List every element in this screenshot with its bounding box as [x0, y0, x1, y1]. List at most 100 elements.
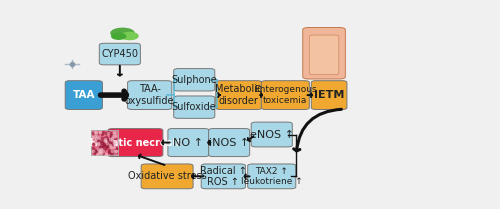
Point	[106, 131, 114, 135]
Point	[100, 142, 108, 145]
Point	[99, 149, 107, 153]
Point	[112, 146, 120, 150]
Point	[106, 143, 114, 147]
Point	[105, 149, 113, 152]
Point	[102, 146, 110, 150]
Point	[104, 138, 112, 141]
Point	[102, 131, 110, 134]
Point	[104, 144, 112, 148]
Point	[105, 150, 113, 154]
Point	[108, 144, 116, 147]
Point	[88, 131, 96, 135]
Point	[110, 130, 118, 134]
Point	[110, 136, 118, 140]
Text: Sulfoxide: Sulfoxide	[172, 102, 216, 112]
Point	[96, 143, 104, 146]
Point	[108, 141, 116, 144]
Point	[90, 150, 98, 153]
Point	[102, 152, 110, 155]
Point	[98, 132, 106, 135]
Point	[108, 139, 116, 142]
Point	[100, 148, 108, 152]
Point	[96, 145, 104, 149]
Point	[89, 142, 97, 146]
Point	[96, 149, 104, 153]
FancyBboxPatch shape	[208, 129, 250, 157]
Point	[92, 139, 100, 142]
Point	[90, 146, 98, 149]
Text: TAA: TAA	[72, 90, 95, 100]
Point	[96, 146, 104, 149]
FancyBboxPatch shape	[128, 81, 172, 110]
Point	[106, 139, 114, 142]
Point	[96, 136, 104, 140]
FancyBboxPatch shape	[201, 164, 246, 189]
Point	[96, 150, 104, 153]
Point	[100, 130, 108, 134]
Point	[102, 144, 110, 147]
FancyBboxPatch shape	[100, 43, 140, 65]
Point	[99, 152, 107, 155]
Point	[110, 145, 118, 149]
Point	[112, 150, 120, 154]
Point	[94, 140, 102, 143]
Point	[100, 141, 108, 144]
Point	[92, 134, 100, 137]
FancyBboxPatch shape	[312, 81, 347, 110]
Point	[97, 147, 105, 150]
Point	[92, 130, 100, 134]
Point	[106, 138, 114, 141]
Point	[104, 132, 112, 135]
Circle shape	[112, 33, 126, 39]
Point	[104, 141, 112, 145]
Circle shape	[111, 28, 134, 38]
Point	[93, 148, 101, 152]
Text: CYP450: CYP450	[102, 49, 138, 59]
FancyBboxPatch shape	[174, 96, 215, 118]
Point	[94, 138, 102, 141]
Point	[102, 136, 110, 139]
Point	[111, 149, 119, 152]
FancyBboxPatch shape	[251, 122, 292, 147]
Point	[106, 142, 114, 145]
Point	[108, 151, 116, 155]
Point	[108, 138, 116, 141]
Point	[110, 131, 118, 134]
FancyBboxPatch shape	[174, 69, 215, 91]
Point	[101, 137, 109, 140]
Point	[97, 136, 105, 140]
Point	[99, 139, 107, 142]
Point	[98, 152, 106, 155]
Point	[94, 148, 102, 151]
Point	[110, 130, 118, 134]
Point	[107, 137, 115, 140]
Point	[100, 136, 108, 139]
Point	[99, 145, 107, 149]
Point	[112, 149, 120, 153]
Point	[97, 149, 105, 152]
FancyBboxPatch shape	[248, 164, 296, 189]
Circle shape	[121, 32, 138, 40]
Point	[94, 141, 102, 144]
Point	[104, 150, 112, 153]
FancyBboxPatch shape	[310, 35, 339, 75]
Point	[96, 130, 104, 134]
Point	[102, 145, 110, 148]
Point	[92, 150, 100, 153]
Text: Radical ↑
ROS ↑: Radical ↑ ROS ↑	[200, 166, 247, 187]
Point	[99, 143, 107, 146]
Point	[108, 137, 116, 140]
Text: Sulphone: Sulphone	[172, 75, 217, 85]
FancyBboxPatch shape	[91, 130, 118, 155]
Point	[108, 150, 116, 153]
Point	[93, 133, 101, 136]
Point	[90, 152, 98, 155]
Point	[102, 141, 110, 145]
Point	[92, 149, 100, 152]
Point	[106, 136, 114, 139]
Point	[92, 131, 100, 134]
Point	[96, 149, 104, 152]
Point	[95, 137, 103, 140]
Point	[91, 135, 99, 138]
Point	[106, 139, 114, 143]
